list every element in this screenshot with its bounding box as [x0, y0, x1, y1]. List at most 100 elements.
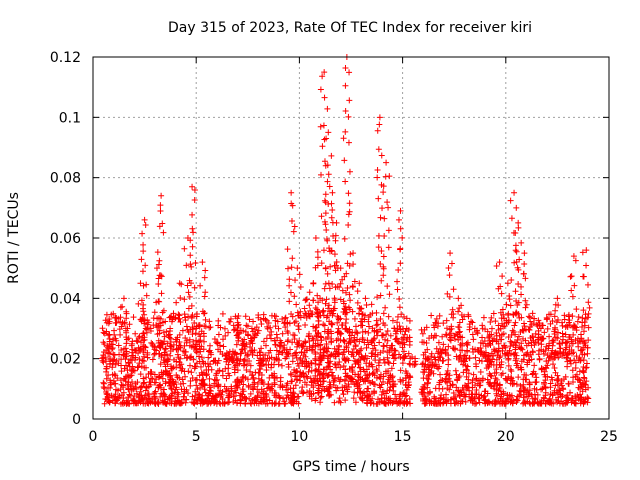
data-point [390, 387, 397, 394]
data-point [470, 336, 477, 343]
data-point [238, 350, 245, 357]
data-point [191, 344, 198, 351]
data-point [142, 344, 149, 351]
data-point-peak [129, 349, 136, 356]
data-point [123, 348, 130, 355]
data-point-peak [488, 331, 495, 338]
data-point [137, 388, 144, 395]
data-point [568, 287, 575, 294]
y-tick-label: 0 [72, 412, 81, 428]
data-point [320, 122, 327, 129]
data-point [458, 312, 465, 319]
data-point-peak [224, 355, 231, 362]
data-point [540, 350, 547, 357]
data-point [493, 347, 500, 354]
data-point [512, 342, 519, 349]
data-point [468, 393, 475, 400]
data-point [328, 214, 335, 221]
data-point [354, 330, 361, 337]
data-point-peak [248, 325, 255, 332]
data-point [502, 344, 509, 351]
data-point [335, 374, 342, 381]
data-point [342, 370, 349, 377]
data-point [375, 328, 382, 335]
data-point [156, 342, 163, 349]
y-tick-label: 0.1 [59, 110, 81, 126]
data-point [310, 384, 317, 391]
data-point [374, 174, 381, 181]
data-point [281, 398, 288, 405]
data-point [211, 383, 218, 390]
data-point [376, 121, 383, 128]
data-point [478, 358, 485, 365]
data-point [178, 281, 185, 288]
data-point [513, 398, 520, 405]
data-point [366, 371, 373, 378]
data-point [133, 337, 140, 344]
data-point [237, 397, 244, 404]
data-point [373, 317, 380, 324]
data-point [231, 369, 238, 376]
data-point [568, 338, 575, 345]
data-point [347, 332, 354, 339]
data-point [579, 346, 586, 353]
data-point [480, 314, 487, 321]
data-point [479, 334, 486, 341]
data-point [166, 395, 173, 402]
data-point [377, 315, 384, 322]
data-point-peak [356, 280, 363, 287]
data-point-peak [199, 259, 206, 266]
data-point [161, 391, 168, 398]
data-point [196, 331, 203, 338]
data-point [340, 349, 347, 356]
data-point [271, 374, 278, 381]
data-point [162, 345, 169, 352]
data-point [228, 383, 235, 390]
data-point [156, 373, 163, 380]
data-point [273, 313, 280, 320]
data-point [530, 368, 537, 375]
data-point [329, 312, 336, 319]
data-point [103, 363, 110, 370]
data-point-peak [521, 250, 528, 257]
data-point [155, 350, 162, 357]
data-point [325, 280, 332, 287]
data-point [178, 399, 185, 406]
data-point [201, 386, 208, 393]
data-point-peak [529, 310, 536, 317]
data-point [175, 354, 182, 361]
data-point [472, 382, 479, 389]
data-point [236, 392, 243, 399]
data-point [508, 339, 515, 346]
data-point [215, 357, 222, 364]
data-point [155, 315, 162, 322]
data-point [342, 326, 349, 333]
data-point [469, 384, 476, 391]
data-point-peak [240, 340, 247, 347]
data-point [409, 353, 416, 360]
data-point [422, 400, 429, 407]
data-point [233, 341, 240, 348]
data-point [466, 326, 473, 333]
data-point [155, 280, 162, 287]
data-point [374, 400, 381, 407]
data-point [460, 357, 467, 364]
data-point [535, 334, 542, 341]
data-point [497, 336, 504, 343]
data-point [551, 389, 558, 396]
data-point [157, 393, 164, 400]
data-point [221, 383, 228, 390]
data-point-peak [368, 301, 375, 308]
data-point [214, 376, 221, 383]
data-point [550, 361, 557, 368]
data-point [542, 384, 549, 391]
data-point [338, 321, 345, 328]
data-point [452, 367, 459, 374]
data-point [351, 334, 358, 341]
data-point [326, 245, 333, 252]
data-point [572, 397, 579, 404]
data-point [162, 380, 169, 387]
data-point [309, 311, 316, 318]
data-point [103, 389, 110, 396]
data-point [342, 82, 349, 89]
